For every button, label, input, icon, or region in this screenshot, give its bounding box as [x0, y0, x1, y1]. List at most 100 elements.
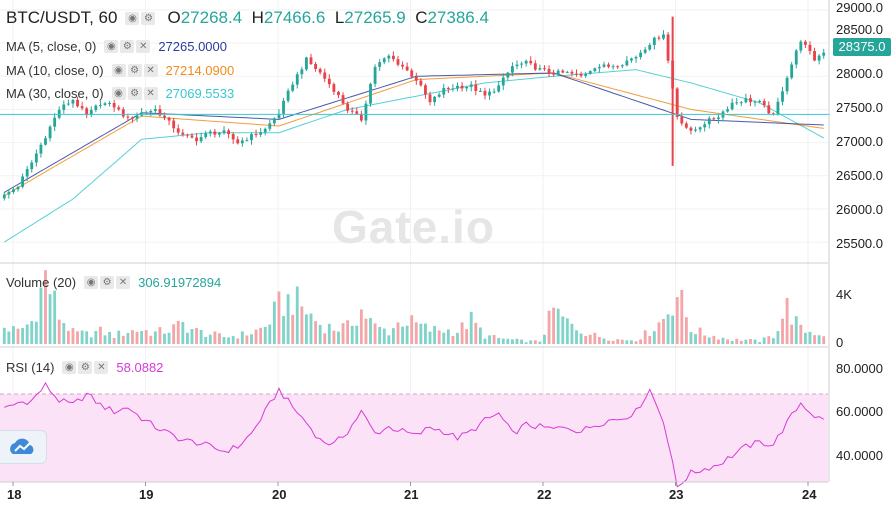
volume-bar: [355, 325, 359, 344]
candle-body: [391, 55, 395, 60]
candle-body: [483, 90, 487, 96]
exchange-logo-button[interactable]: [0, 430, 47, 464]
close-icon[interactable]: ✕: [136, 40, 151, 53]
volume-bar: [446, 329, 450, 344]
candle-body: [153, 109, 157, 111]
volume-bar: [593, 332, 597, 344]
volume-bar: [140, 331, 144, 344]
volume-bar: [66, 330, 70, 344]
close-icon[interactable]: ✕: [143, 87, 158, 100]
candle-body: [460, 85, 464, 89]
volume-bar: [524, 342, 528, 344]
candle-body: [131, 117, 134, 119]
volume-bar: [99, 326, 102, 344]
candle-body: [195, 137, 198, 142]
candle-body: [561, 70, 565, 73]
close-icon[interactable]: ✕: [116, 276, 131, 289]
close-icon[interactable]: ✕: [94, 361, 109, 374]
volume-bar: [469, 311, 473, 344]
ma10-buttons: ◉ ⚙ ✕: [111, 64, 160, 77]
volume-bar: [497, 338, 501, 344]
eye-icon[interactable]: ◉: [104, 40, 119, 53]
symbol-title: BTC/USDT, 60: [6, 8, 118, 27]
candlestick-series: [0, 16, 830, 201]
volume-bar: [437, 330, 441, 344]
volume-bar: [378, 326, 382, 344]
candle-body: [515, 64, 519, 67]
candle-body: [698, 127, 702, 130]
volume-bar: [565, 318, 569, 344]
volume-bar: [149, 335, 153, 344]
candle-body: [327, 78, 331, 85]
candle-body: [121, 109, 125, 117]
volume-bar: [7, 331, 11, 344]
close-icon[interactable]: ✕: [143, 64, 158, 77]
candle-body: [167, 117, 171, 121]
volume-bar: [520, 339, 523, 344]
volume-bar: [538, 341, 542, 344]
candle-body: [66, 103, 70, 105]
volume-bar: [153, 331, 157, 344]
volume-bar: [103, 335, 107, 344]
eye-icon[interactable]: ◉: [125, 11, 140, 25]
eye-icon[interactable]: ◉: [111, 87, 126, 100]
time-tick: 23: [669, 487, 684, 502]
volume-bar: [611, 340, 615, 344]
gear-icon[interactable]: ⚙: [100, 276, 115, 289]
candle-body: [803, 41, 807, 45]
gear-icon[interactable]: ⚙: [120, 40, 135, 53]
eye-icon[interactable]: ◉: [84, 276, 99, 289]
time-tick: 24: [802, 487, 817, 502]
eye-icon[interactable]: ◉: [111, 64, 126, 77]
gear-icon[interactable]: ⚙: [127, 87, 142, 100]
candle-body: [231, 134, 235, 140]
ma5-buttons: ◉ ⚙ ✕: [104, 40, 152, 53]
ma10-value: 27214.0900: [165, 63, 235, 78]
volume-bar: [694, 334, 697, 344]
candle-body: [286, 90, 290, 101]
eye-icon[interactable]: ◉: [62, 361, 77, 374]
volume-bar: [231, 336, 235, 344]
volume-bar: [39, 287, 43, 344]
volume-bar: [666, 314, 670, 344]
candle-body: [703, 124, 707, 128]
candle-body: [602, 64, 606, 67]
candle-body: [2, 194, 6, 199]
low-label: L: [334, 8, 345, 27]
candle-body: [776, 101, 780, 114]
price-tick: 26500.0: [836, 168, 883, 183]
gear-icon[interactable]: ⚙: [78, 361, 93, 374]
volume-bar: [195, 328, 198, 344]
candle-body: [126, 116, 130, 118]
candle-body: [428, 94, 432, 103]
candle-body: [71, 99, 75, 104]
candle-body: [575, 73, 578, 75]
volume-bar: [419, 323, 423, 344]
price-tick: 28500.0: [836, 22, 883, 37]
candle-body: [634, 57, 638, 59]
candle-body: [419, 80, 423, 86]
candle-body: [89, 109, 93, 116]
volume-bar: [607, 340, 610, 344]
gear-icon[interactable]: ⚙: [141, 11, 156, 25]
candle-body: [666, 34, 670, 61]
volume-bar: [643, 330, 647, 344]
candle-body: [730, 102, 734, 110]
volume-bar: [451, 335, 455, 344]
rsi-label: RSI (14): [6, 360, 55, 375]
candle-body: [300, 69, 304, 75]
volume-bar: [597, 337, 601, 344]
volume-bar: [364, 318, 368, 344]
volume-bar: [12, 326, 15, 344]
volume-bar: [382, 328, 386, 344]
candle-body: [424, 85, 427, 95]
volume-bar: [703, 335, 707, 344]
rsi-band: [0, 394, 828, 482]
candle-body: [94, 105, 98, 110]
candle-body: [163, 115, 166, 118]
volume-bar: [89, 337, 93, 344]
gear-icon[interactable]: ⚙: [127, 64, 142, 77]
candle-body: [565, 71, 569, 73]
candle-body: [364, 103, 368, 121]
volume-bar: [749, 339, 752, 344]
